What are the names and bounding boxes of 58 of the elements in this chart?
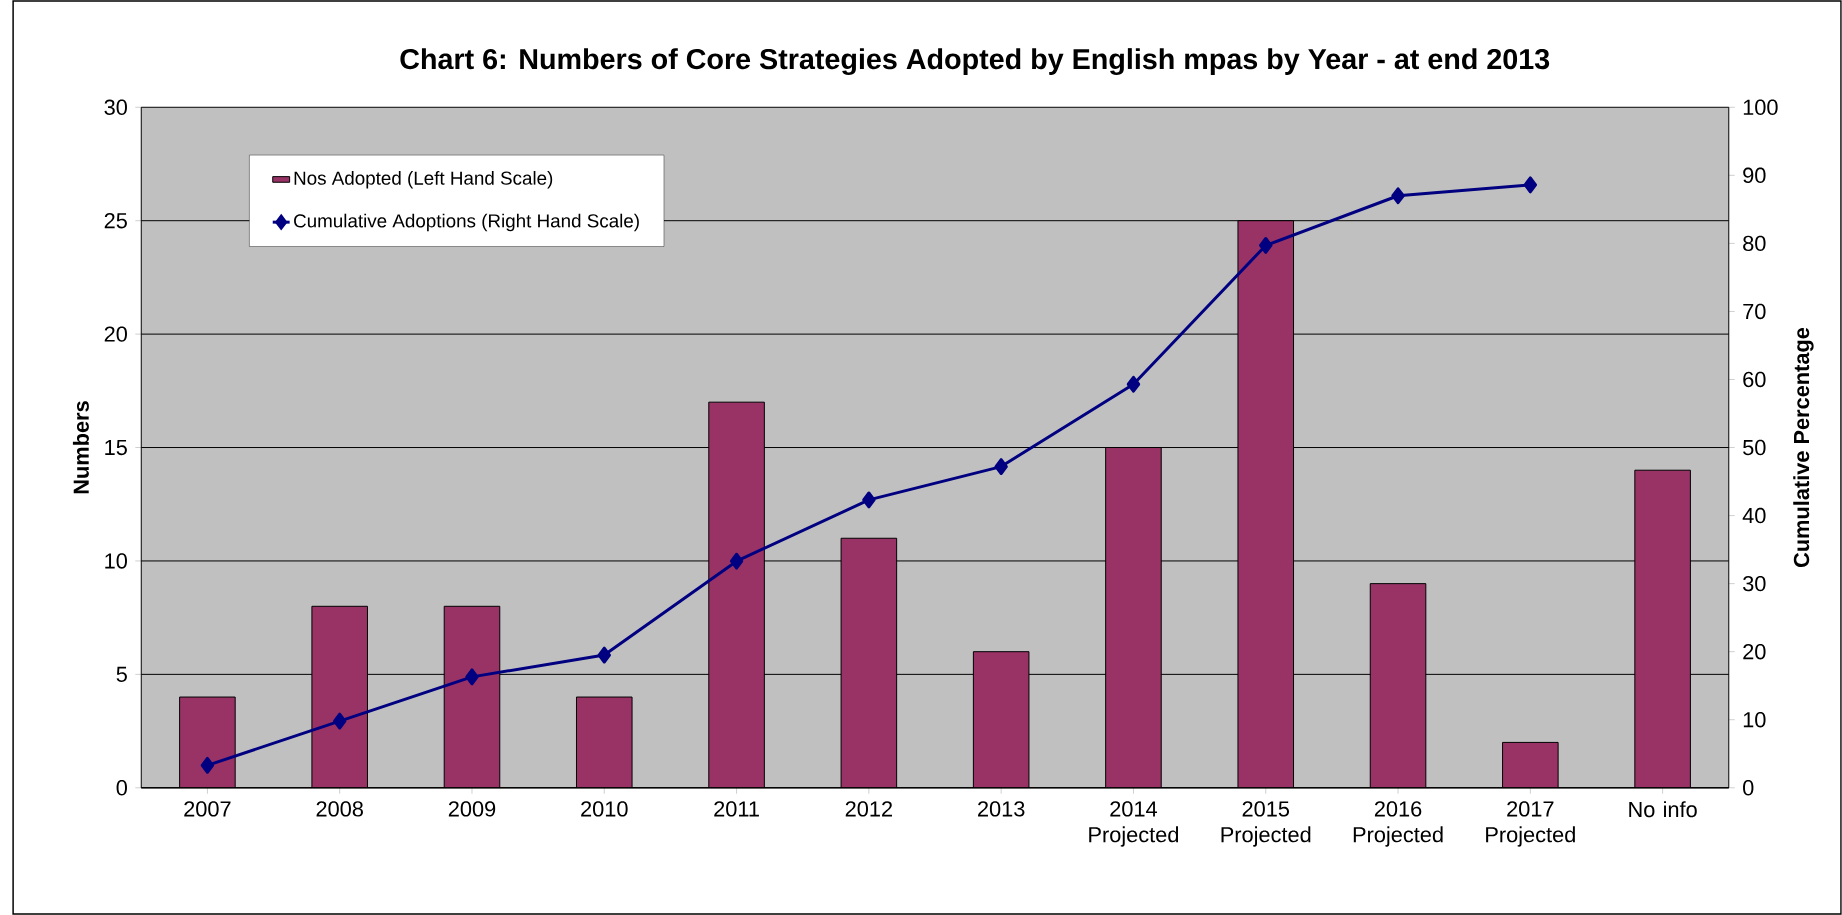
point [1391,187,1405,205]
bar [443,605,501,788]
bar [840,537,898,788]
point [862,491,876,509]
y2-tick-label: 60 [1743,371,1766,388]
point [332,712,347,730]
x-tick-label: No info [1629,801,1697,818]
point [597,646,611,664]
bar [1502,741,1559,788]
legend-label: Cumulative Adoptions (Right Hand Scale) [294,213,639,232]
point [465,668,479,686]
y-tick-label: 15 [105,439,127,456]
y-tick-label: 5 [116,666,127,682]
bar [311,605,368,788]
y-tick-label: 10 [105,553,127,569]
y2-tick-label: 10 [1743,712,1766,728]
y2-tick-label: 100 [1743,99,1778,116]
y-axis-title: Numbers [72,401,89,494]
y2-tick-label: 80 [1743,235,1766,252]
x-tick-label: 2009 [448,801,496,817]
x-tick-label: 2014 Projected [1089,801,1179,847]
x-tick-label: 2015 Projected [1221,801,1311,847]
y2-tick-label: 70 [1743,303,1766,320]
y2-tick-label: 40 [1742,507,1766,524]
x-tick-label: 2013 [978,801,1025,817]
legend-label: Nos Adopted (Left Hand Scale) [294,171,553,189]
point [994,458,1008,476]
x-tick-label: 2012 [845,801,892,817]
point [1126,375,1141,393]
y-tick-label: 0 [116,780,127,796]
chart-title: Chart 6: Numbers of Core Strategies Adopted by English mpas by Year - at end 2013 [400,48,1550,76]
x-tick-label: 2017 Projected [1486,801,1575,847]
y-tick-label: 20 [104,326,127,342]
y2-axis-title: Cumulative Percentage [1793,327,1814,568]
bar [576,696,633,788]
y2-tick-label: 0 [1743,780,1754,796]
y-tick-label: 25 [104,213,127,229]
bar [179,696,236,788]
y2-tick-label: 50 [1743,439,1766,456]
point [200,756,215,774]
y2-tick-label: 90 [1743,167,1766,184]
x-tick-label: 2008 [316,801,363,817]
bar [1105,447,1162,788]
bar [708,401,765,788]
x-tick-label: 2011 [714,801,759,817]
point [729,552,744,570]
x-tick-label: 2007 [184,801,231,817]
bar [1369,583,1427,788]
y2-tick-label: 20 [1743,643,1766,660]
bar [1634,469,1691,788]
point [1259,237,1273,254]
point [1523,176,1538,194]
bar [972,651,1030,788]
y2-tick-label: 30 [1743,575,1766,592]
x-tick-label: 2016 Projected [1353,801,1443,847]
bar [1237,220,1295,788]
y-tick-label: 30 [104,99,127,116]
x-tick-label: 2010 [581,801,628,817]
